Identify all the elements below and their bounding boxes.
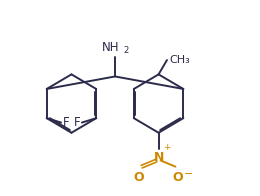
Text: −: − bbox=[184, 170, 193, 180]
Text: F: F bbox=[62, 116, 69, 129]
Text: O: O bbox=[134, 171, 144, 184]
Text: NH: NH bbox=[102, 41, 120, 54]
Text: 2: 2 bbox=[124, 46, 129, 55]
Text: +: + bbox=[163, 143, 171, 152]
Text: CH₃: CH₃ bbox=[169, 55, 190, 65]
Text: O: O bbox=[173, 171, 184, 184]
Text: F: F bbox=[74, 116, 81, 129]
Text: N: N bbox=[153, 151, 164, 164]
